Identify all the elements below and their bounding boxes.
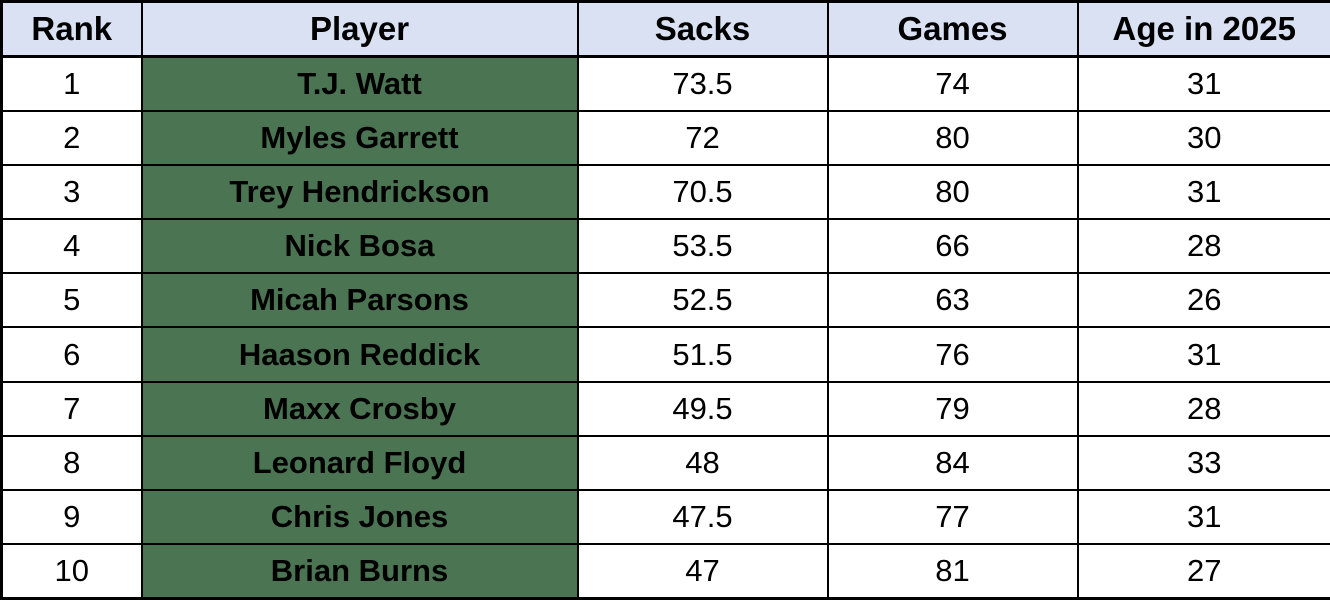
cell-age: 31 [1076,163,1330,221]
table-row: 9 Chris Jones 47.5 77 31 [0,488,1330,546]
cell-player: Maxx Crosby [140,380,579,437]
table-row: 4 Nick Bosa 53.5 66 28 [0,218,1330,275]
cell-sacks: 72 [576,109,829,166]
cell-age: 27 [1076,543,1330,600]
cell-player: Leonard Floyd [140,434,579,492]
cell-sacks: 52.5 [576,272,829,329]
cell-player: Trey Hendrickson [140,163,579,221]
table-header-row: Rank Player Sacks Games Age in 2025 [0,0,1330,58]
cell-player: T.J. Watt [140,55,579,112]
table-row: 5 Micah Parsons 52.5 63 26 [0,272,1330,329]
cell-sacks: 51.5 [576,326,829,383]
cell-rank: 3 [0,163,143,221]
cell-rank: 1 [0,55,143,112]
cell-age: 30 [1076,109,1330,166]
cell-sacks: 49.5 [576,380,829,437]
cell-age: 33 [1076,434,1330,492]
cell-games: 74 [826,55,1079,112]
table-row: 7 Maxx Crosby 49.5 79 28 [0,380,1330,437]
cell-player: Chris Jones [140,488,579,546]
cell-sacks: 70.5 [576,163,829,221]
cell-rank: 7 [0,380,143,437]
cell-player: Nick Bosa [140,218,579,275]
cell-rank: 10 [0,543,143,600]
header-rank: Rank [0,0,143,58]
cell-rank: 5 [0,272,143,329]
cell-games: 84 [826,434,1079,492]
cell-age: 26 [1076,272,1330,329]
cell-games: 80 [826,163,1079,221]
cell-rank: 8 [0,434,143,492]
cell-sacks: 48 [576,434,829,492]
cell-age: 31 [1076,55,1330,112]
cell-age: 31 [1076,488,1330,546]
cell-age: 28 [1076,218,1330,275]
cell-rank: 4 [0,218,143,275]
cell-player: Brian Burns [140,543,579,600]
cell-age: 28 [1076,380,1330,437]
cell-rank: 2 [0,109,143,166]
cell-player: Haason Reddick [140,326,579,383]
table-row: 8 Leonard Floyd 48 84 33 [0,434,1330,492]
cell-player: Myles Garrett [140,109,579,166]
table-row: 1 T.J. Watt 73.5 74 31 [0,55,1330,112]
cell-games: 63 [826,272,1079,329]
cell-sacks: 73.5 [576,55,829,112]
header-sacks: Sacks [576,0,829,58]
table-row: 10 Brian Burns 47 81 27 [0,543,1330,600]
cell-age: 31 [1076,326,1330,383]
cell-games: 79 [826,380,1079,437]
cell-sacks: 47.5 [576,488,829,546]
cell-rank: 9 [0,488,143,546]
cell-games: 80 [826,109,1079,166]
cell-sacks: 47 [576,543,829,600]
table-row: 3 Trey Hendrickson 70.5 80 31 [0,163,1330,221]
cell-games: 81 [826,543,1079,600]
cell-games: 76 [826,326,1079,383]
cell-rank: 6 [0,326,143,383]
header-games: Games [826,0,1079,58]
header-player: Player [140,0,579,58]
cell-sacks: 53.5 [576,218,829,275]
header-age: Age in 2025 [1076,0,1330,58]
cell-games: 66 [826,218,1079,275]
cell-player: Micah Parsons [140,272,579,329]
cell-games: 77 [826,488,1079,546]
table-row: 2 Myles Garrett 72 80 30 [0,109,1330,166]
table-row: 6 Haason Reddick 51.5 76 31 [0,326,1330,383]
